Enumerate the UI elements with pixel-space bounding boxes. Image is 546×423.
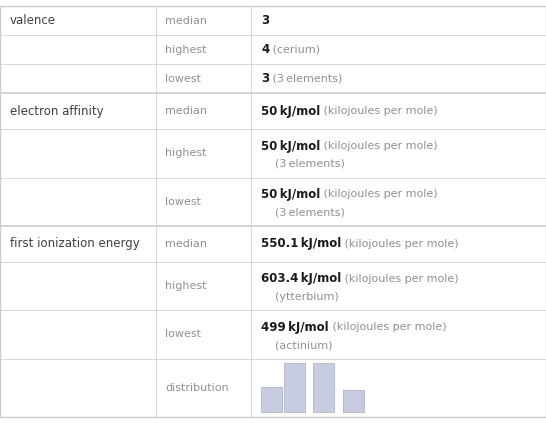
- Text: highest: highest: [165, 45, 207, 55]
- Text: highest: highest: [165, 281, 207, 291]
- Text: electron affinity: electron affinity: [10, 104, 103, 118]
- Text: (kilojoules per mole): (kilojoules per mole): [321, 190, 438, 200]
- Bar: [261, 387, 282, 412]
- Text: median: median: [165, 239, 207, 249]
- Text: first ionization energy: first ionization energy: [10, 237, 140, 250]
- Text: 550.1 kJ/mol: 550.1 kJ/mol: [261, 237, 341, 250]
- Text: 4: 4: [261, 43, 269, 56]
- Text: valence: valence: [10, 14, 56, 27]
- Text: (3 elements): (3 elements): [275, 159, 345, 169]
- Text: median: median: [165, 106, 207, 116]
- Text: (3 elements): (3 elements): [269, 74, 342, 84]
- Text: median: median: [165, 16, 207, 26]
- Text: (kilojoules per mole): (kilojoules per mole): [341, 274, 459, 284]
- Text: (kilojoules per mole): (kilojoules per mole): [341, 239, 459, 249]
- Bar: [343, 390, 364, 412]
- Text: (kilojoules per mole): (kilojoules per mole): [321, 106, 438, 116]
- Text: lowest: lowest: [165, 197, 201, 207]
- Text: highest: highest: [165, 148, 207, 158]
- Text: 603.4 kJ/mol: 603.4 kJ/mol: [261, 272, 341, 285]
- Text: 499 kJ/mol: 499 kJ/mol: [261, 321, 329, 334]
- Text: (kilojoules per mole): (kilojoules per mole): [321, 141, 438, 151]
- Text: (cerium): (cerium): [269, 45, 321, 55]
- Text: 50 kJ/mol: 50 kJ/mol: [261, 104, 321, 118]
- Text: 3: 3: [261, 14, 269, 27]
- Bar: [284, 363, 305, 412]
- Bar: [313, 363, 334, 412]
- Text: (kilojoules per mole): (kilojoules per mole): [329, 322, 446, 332]
- Text: lowest: lowest: [165, 330, 201, 340]
- Text: (3 elements): (3 elements): [275, 207, 345, 217]
- Text: lowest: lowest: [165, 74, 201, 84]
- Text: 50 kJ/mol: 50 kJ/mol: [261, 188, 321, 201]
- Text: distribution: distribution: [165, 383, 229, 393]
- Text: (actinium): (actinium): [275, 340, 332, 350]
- Text: (ytterbium): (ytterbium): [275, 292, 339, 302]
- Text: 3: 3: [261, 72, 269, 85]
- Text: 50 kJ/mol: 50 kJ/mol: [261, 140, 321, 153]
